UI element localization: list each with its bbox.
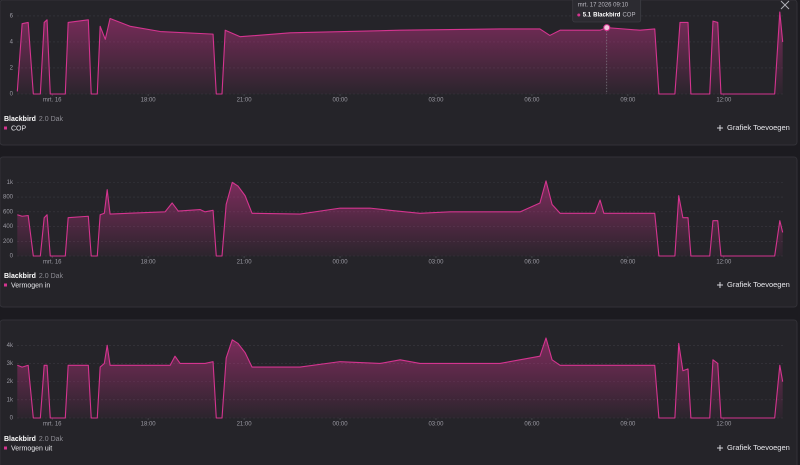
y-tick-label: 400: [3, 224, 14, 230]
x-tick-label: 06:00: [524, 422, 540, 428]
tooltip-title: mrt. 17 2026 09:10: [578, 3, 629, 9]
x-tick-label: 12:00: [716, 98, 732, 104]
y-tick-label: 3k: [7, 361, 14, 367]
x-tick-label: 03:00: [428, 422, 444, 428]
x-tick-label: 21:00: [237, 260, 253, 266]
x-tick-label: 00:00: [333, 260, 349, 266]
y-tick-label: 1k: [7, 180, 14, 186]
close-icon: [780, 0, 790, 10]
y-tick-label: 0: [10, 254, 14, 260]
x-tick-label: 18:00: [141, 260, 157, 266]
legend-device: Blackbird: [4, 273, 36, 280]
x-tick-label: mrt. 16: [43, 422, 62, 428]
button-label: Grafiek Toevoegen: [727, 123, 790, 132]
legend-zone: 2.0 Dak: [39, 273, 64, 280]
x-tick-label: 09:00: [620, 260, 636, 266]
button-label: Grafiek Toevoegen: [727, 443, 790, 452]
y-tick-label: 600: [3, 209, 14, 215]
line: [16, 11, 784, 95]
close-button[interactable]: [780, 0, 790, 10]
hover-point: [603, 24, 611, 32]
legend-label: COP: [11, 125, 27, 132]
tooltip-swatch: [577, 13, 581, 17]
x-tick-label: 09:00: [620, 422, 636, 428]
line: [17, 180, 784, 257]
y-tick-label: 800: [3, 195, 14, 201]
y-tick-label: 200: [3, 239, 14, 245]
button-label: Grafiek Toevoegen: [727, 280, 790, 289]
x-tick-label: 18:00: [141, 98, 157, 104]
x-tick-label: mrt. 16: [43, 98, 62, 104]
tooltip-label: COP: [622, 13, 635, 19]
line: [17, 337, 784, 419]
x-tick-label: 12:00: [716, 422, 732, 428]
x-tick-label: mrt. 16: [43, 260, 62, 266]
y-tick-label: 4: [10, 40, 14, 46]
x-tick-label: 00:00: [333, 98, 349, 104]
area: [17, 338, 783, 418]
legend-zone: 2.0 Dak: [39, 116, 64, 123]
legend-device: Blackbird: [4, 436, 36, 443]
legend-swatch: [4, 126, 7, 130]
legend-swatch: [4, 283, 7, 287]
legend-swatch: [4, 446, 7, 450]
legend-item[interactable]: COP: [4, 125, 27, 132]
y-tick-label: 6: [10, 13, 14, 19]
tooltip-box: [572, 0, 642, 23]
legend-item[interactable]: Vermogen uit: [4, 445, 52, 452]
add-chart-button[interactable]: Grafiek Toevoegen: [717, 123, 790, 132]
tooltip-series: Blackbird: [593, 13, 621, 19]
y-tick-label: 2k: [7, 379, 14, 385]
add-chart-button[interactable]: Grafiek Toevoegen: [717, 280, 790, 289]
x-tick-label: 09:00: [620, 98, 636, 104]
x-tick-label: 00:00: [333, 422, 349, 428]
tooltip-value: 5.1: [583, 13, 592, 19]
legend-zone: 2.0 Dak: [39, 436, 64, 443]
y-tick-label: 0: [10, 416, 14, 422]
x-tick-label: 06:00: [524, 98, 540, 104]
x-tick-label: 18:00: [141, 422, 157, 428]
y-tick-label: 4k: [7, 343, 14, 349]
area: [17, 12, 783, 94]
y-tick-label: 0: [10, 92, 14, 98]
x-tick-label: 12:00: [716, 260, 732, 266]
legend-device: Blackbird: [4, 116, 36, 123]
x-tick-label: 06:00: [524, 260, 540, 266]
add-chart-button[interactable]: Grafiek Toevoegen: [717, 443, 790, 452]
legend-label: Vermogen uit: [11, 445, 52, 452]
legend-item[interactable]: Vermogen in: [4, 282, 50, 289]
x-tick-label: 03:00: [428, 98, 444, 104]
y-tick-label: 1k: [7, 397, 14, 403]
legend-label: Vermogen in: [11, 282, 50, 289]
x-tick-label: 03:00: [428, 260, 444, 266]
x-tick-label: 21:00: [237, 98, 253, 104]
area: [17, 180, 783, 256]
x-tick-label: 21:00: [237, 422, 253, 428]
y-tick-label: 2: [10, 66, 14, 72]
